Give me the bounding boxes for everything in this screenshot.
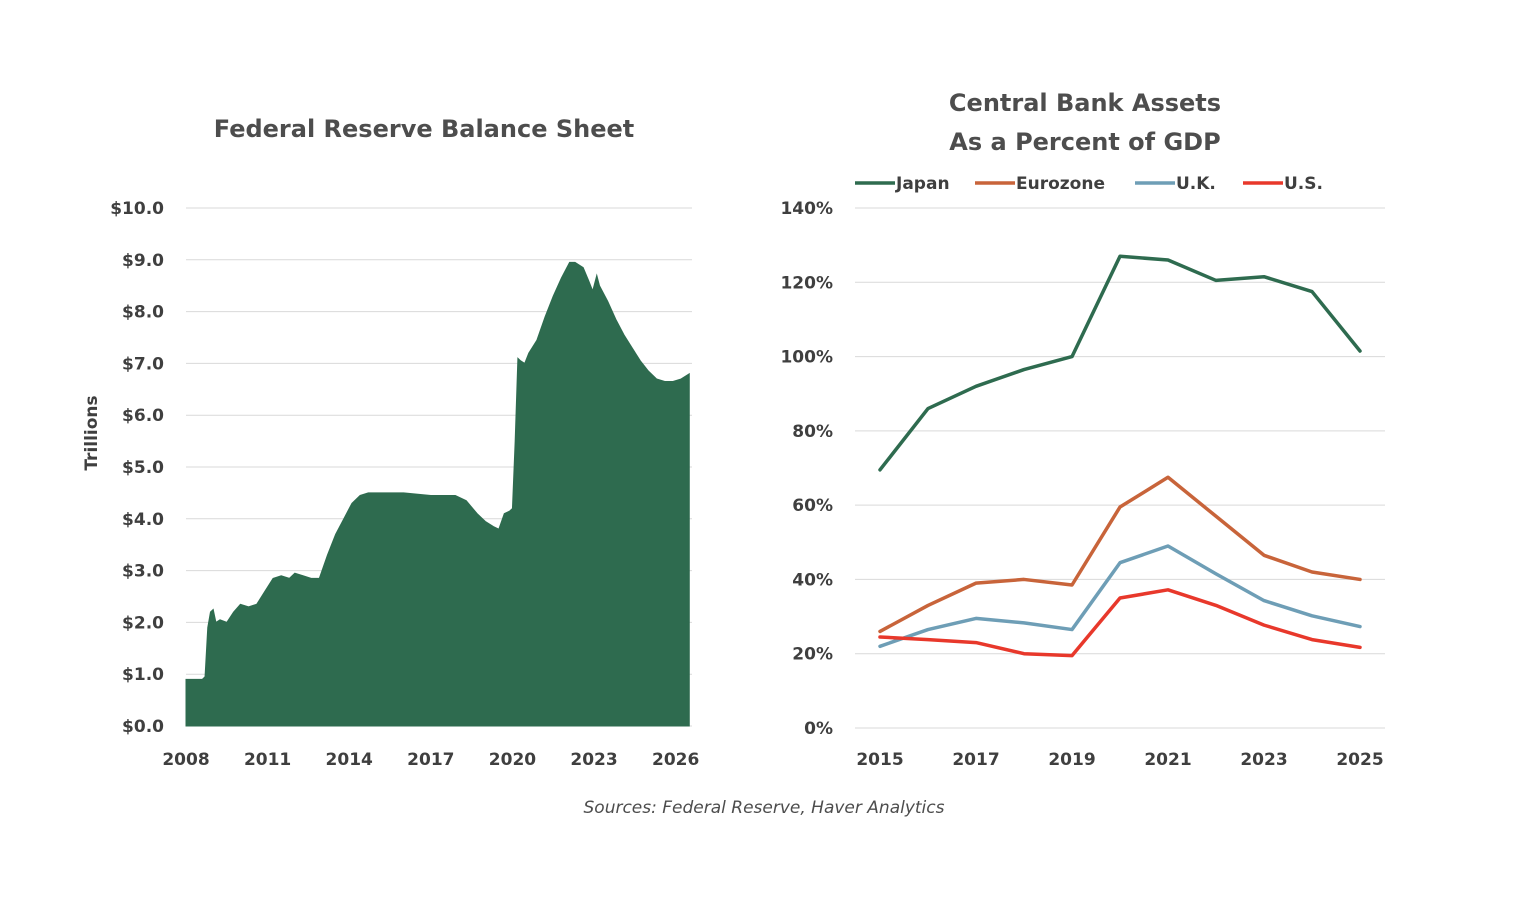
y-tick-label: $3.0 [122,562,164,582]
y-tick-label: 80% [792,422,833,442]
y-tick-label: $0.0 [122,717,164,737]
y-tick-label: 40% [792,570,833,590]
y-tick-label: 120% [780,273,833,293]
y-tick-label: $6.0 [122,406,164,426]
x-tick-label: 2026 [652,750,699,770]
series-line-uk [878,544,1362,649]
source-note: Sources: Federal Reserve, Haver Analytic… [584,798,945,818]
x-tick-label: 2008 [162,750,209,770]
legend-label: Eurozone [1016,174,1105,194]
y-tick-label: $1.0 [122,665,164,685]
series-line-japan [878,254,1362,472]
central-bank-assets-chart: Central Bank Assets As a Percent of GDP 0%… [780,89,1385,770]
legend-label: U.K. [1176,174,1216,194]
y-tick-label: 60% [792,496,833,516]
x-tick-label: 2015 [856,750,903,770]
y-tick-label: $9.0 [122,251,164,271]
x-tick-label: 2014 [326,750,373,770]
y-tick-label: 0% [804,719,833,739]
x-tick-label: 2011 [244,750,291,770]
fed-balance-sheet-chart: Federal Reserve Balance Sheet $0.0 $1.0 $2.… [82,115,699,770]
y-tick-label: 20% [792,645,833,665]
y-tick-label: $8.0 [122,303,164,323]
y-tick-label: $7.0 [122,354,164,374]
legend-label: U.S. [1284,174,1323,194]
chart-title-line-2: As a Percent of GDP [949,128,1220,156]
y-axis-title: Trillions [82,395,102,470]
x-tick-label: 2017 [952,750,999,770]
x-tick-label: 2017 [407,750,454,770]
balance-sheet-area [185,261,690,727]
chart-title: Federal Reserve Balance Sheet [214,115,634,143]
x-tick-label: 2023 [570,750,617,770]
y-tick-label: 100% [780,348,833,368]
y-tick-label: $5.0 [122,458,164,478]
x-tick-label: 2020 [489,750,536,770]
chart-title-line-1: Central Bank Assets [949,89,1221,117]
legend-label: Japan [895,174,950,194]
x-tick-label: 2023 [1240,750,1287,770]
x-tick-label: 2019 [1048,750,1095,770]
series-line-eurozone [878,475,1362,634]
x-tick-label: 2025 [1336,750,1383,770]
y-tick-label: $4.0 [122,510,164,530]
series-line-us [878,588,1362,658]
y-tick-label: 140% [780,199,833,219]
y-tick-label: $10.0 [110,199,164,219]
y-tick-label: $2.0 [122,613,164,633]
x-tick-label: 2021 [1144,750,1191,770]
